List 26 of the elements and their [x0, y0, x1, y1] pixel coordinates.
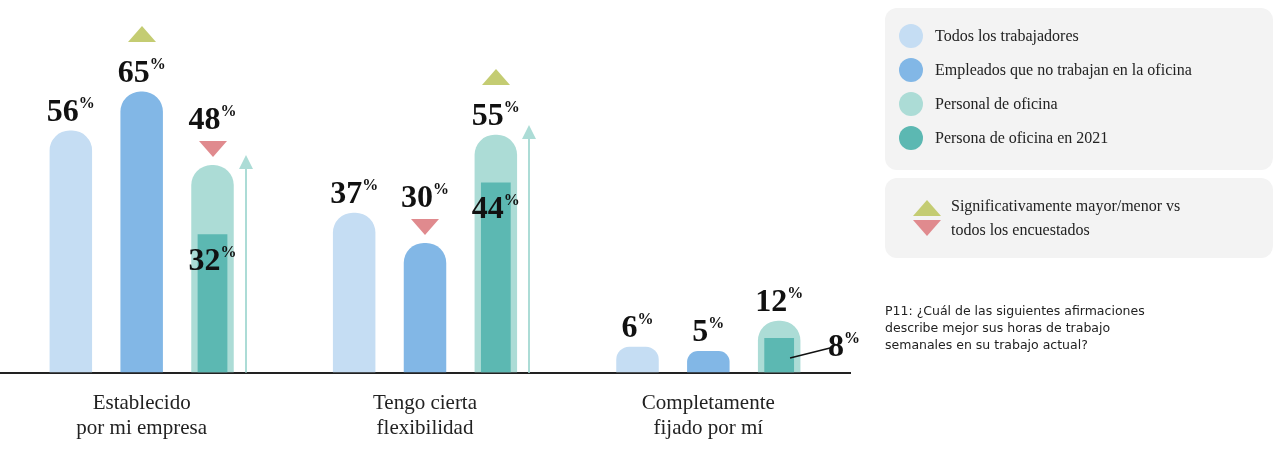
legend-label: Todos los trabajadores: [935, 27, 1079, 45]
bar: [687, 350, 730, 373]
data-label: 8%: [828, 327, 861, 364]
data-label: 6%: [621, 307, 654, 344]
data-label: 65%: [117, 52, 166, 89]
data-label: 12%: [755, 281, 804, 318]
x-tick-label: Completamente fijado por mí: [641, 389, 775, 439]
x-tick-label: Tengo cierta flexibilidad: [372, 389, 478, 439]
text: Significativamente mayor/menor vs todos los encuestados: [951, 196, 1182, 240]
data-label: 56%: [46, 91, 95, 128]
legend-label: Empleados que no trabajan en la oficina: [935, 61, 1192, 79]
bar: [120, 91, 163, 373]
data-label: 5%: [692, 311, 725, 348]
bar: [403, 242, 447, 373]
bar: [49, 130, 93, 373]
x-tick-label: Establecido por mi empresa: [76, 389, 208, 439]
data-label: 30%: [401, 177, 449, 214]
text: P11: ¿Cuál de las siguientes afirmaciones describe mejor sus horas de trabajo semanales en su trabajo actual?: [885, 302, 1146, 353]
bar: [616, 346, 659, 373]
data-label: 48%: [188, 100, 237, 137]
bar: [764, 338, 795, 373]
bar: [332, 212, 376, 373]
legend-label: Personal de oficina: [935, 95, 1058, 113]
data-label: 55%: [471, 95, 520, 132]
legend-label: Persona de oficina en 2021: [935, 129, 1109, 147]
data-label: 37%: [330, 173, 379, 210]
